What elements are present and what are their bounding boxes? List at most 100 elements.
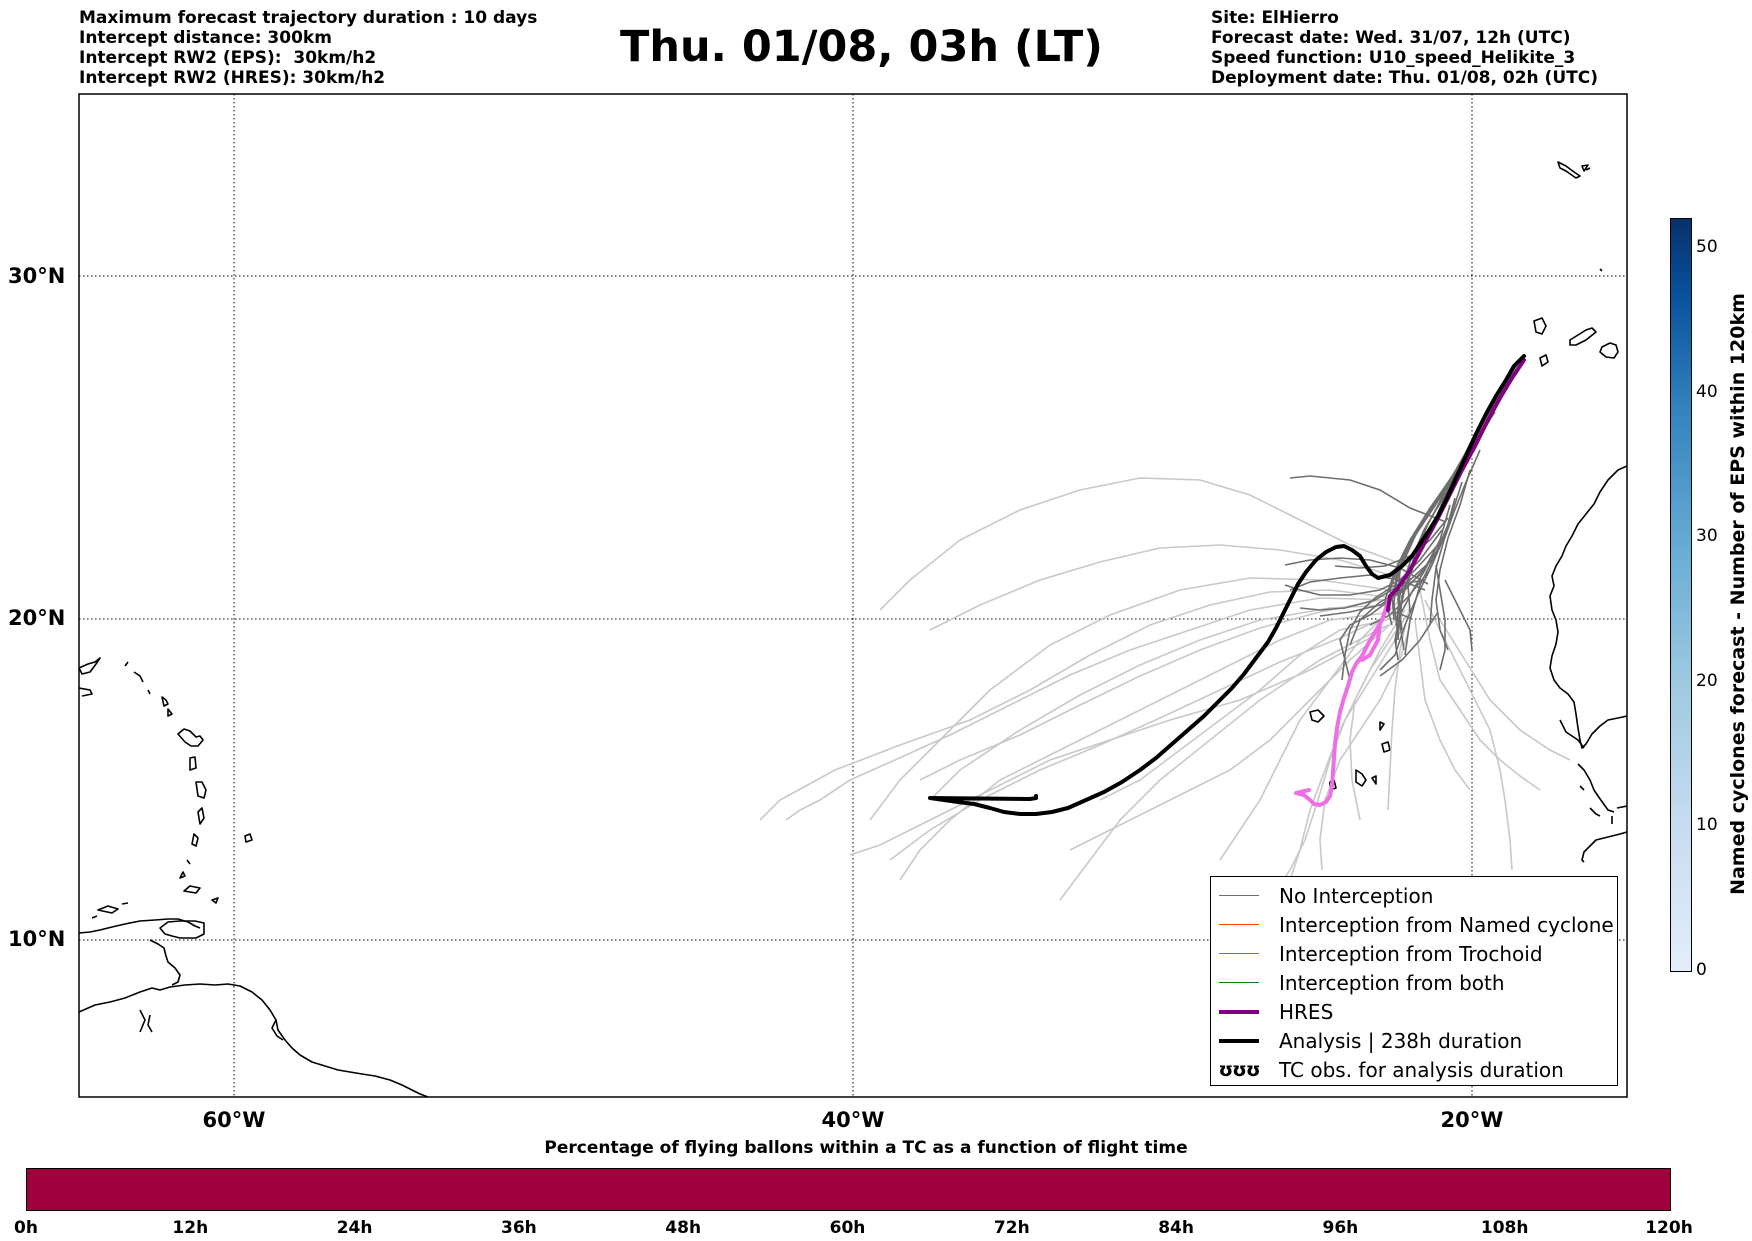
header-left-line: Maximum forecast trajectory duration : 1… (79, 8, 538, 28)
coastlines (79, 161, 1627, 1097)
legend-label: Analysis | 238h duration (1279, 1028, 1523, 1053)
coast-africa-guinea (1577, 763, 1615, 817)
eps-track-no-interception (1444, 579, 1473, 651)
eps-track (1099, 617, 1396, 801)
legend-item: ʊʊʊ TC obs. for analysis duration (1211, 1055, 1617, 1084)
eps-track (899, 611, 1393, 881)
eps-track (785, 597, 1393, 821)
colorbar-bottom-tick: 0h (14, 1218, 38, 1238)
colorbar-bottom-tick: 84h (1158, 1218, 1194, 1238)
coast-cape-verde-1 (1309, 709, 1325, 723)
eps-track-no-interception (1299, 544, 1439, 611)
coast-south-america (79, 983, 429, 1097)
graticule (79, 94, 1627, 1097)
eps-track (1069, 619, 1396, 851)
legend-line-swatch (1219, 1009, 1259, 1014)
coast-tobago (211, 897, 219, 904)
coast-st-vincent (191, 833, 199, 847)
eps-track-no-interception (1429, 449, 1481, 626)
eps-track-no-interception (1289, 475, 1447, 523)
legend-swatch (1217, 894, 1261, 897)
coast-virgin (124, 661, 151, 695)
eps-track (889, 611, 1397, 861)
colorbar-bottom-tick: 24h (336, 1218, 373, 1238)
eps-track (919, 599, 1381, 781)
coast-trinidad (159, 920, 205, 939)
coast-antilles-a (161, 696, 173, 717)
tc-symbol-glyph: ʊʊʊ (1218, 1058, 1260, 1081)
header-left-line: Intercept distance: 300km (79, 28, 332, 48)
legend-item: HRES (1211, 997, 1617, 1026)
coast-graciosa (1599, 268, 1603, 272)
coast-caribbean-1 (79, 657, 101, 675)
coast-africa (1549, 465, 1627, 749)
legend-item: No Interception (1211, 881, 1617, 910)
header-right-info: Site: ElHierro Forecast date: Wed. 31/07,… (1211, 8, 1598, 88)
eps-trajectories-light (759, 477, 1571, 901)
eps-track (1289, 609, 1406, 881)
coast-la-palma (1539, 354, 1549, 367)
legend-line-swatch (1219, 952, 1259, 955)
legend-label: Interception from both (1279, 970, 1505, 995)
coast-africa-senegal (1559, 719, 1585, 749)
legend-label: TC obs. for analysis duration (1279, 1057, 1564, 1082)
colorbar-bottom-tick: 96h (1322, 1218, 1359, 1238)
colorbar-right-tick: 40 (1696, 381, 1718, 402)
lon-label: 40°W (821, 1108, 885, 1132)
lat-label: 20°N (8, 606, 66, 630)
eps-track (1424, 599, 1513, 871)
legend-line-swatch (1219, 923, 1259, 926)
analysis-track (928, 354, 1526, 816)
legend-label: Interception from Trochoid (1279, 941, 1543, 966)
colorbar-named-cyclones (1670, 218, 1692, 972)
legend-item: Analysis | 238h duration (1211, 1026, 1617, 1055)
header-right-line: Forecast date: Wed. 31/07, 12h (UTC) (1211, 28, 1571, 48)
legend-label: Interception from Named cyclone (1279, 912, 1614, 937)
legend-line-swatch (1219, 894, 1259, 897)
coast-curacao (91, 902, 129, 919)
coast-lanzarote-b (1581, 164, 1591, 172)
map-legend: No Interception Interception from Named c… (1210, 876, 1618, 1086)
eps-track-no-interception (1284, 529, 1443, 596)
map-frame (78, 93, 1628, 1098)
eps-track (1419, 589, 1541, 791)
legend-swatch (1217, 952, 1261, 955)
eps-track-no-interception (1404, 481, 1463, 656)
eps-track (1059, 624, 1389, 901)
eps-track-no-interception (1284, 557, 1429, 585)
lon-label: 60°W (202, 1108, 266, 1132)
coast-cape-verde-3 (1381, 741, 1391, 753)
colorbar-bottom-tick: 120h (1645, 1218, 1693, 1238)
coast-martinique (195, 781, 207, 799)
legend-label: No Interception (1279, 883, 1434, 908)
coast-margarita (183, 885, 201, 894)
eps-track-no-interception (1435, 469, 1471, 651)
eps-track (1439, 619, 1571, 761)
coast-lanzarote (1557, 161, 1581, 179)
header-right-line: Site: ElHierro (1211, 8, 1339, 28)
eps-track (869, 577, 1391, 821)
coast-cape-verde-6 (1371, 775, 1377, 785)
coast-guadeloupe (177, 728, 204, 747)
eps-track-no-interception (1341, 579, 1426, 681)
coast-paria (79, 918, 201, 934)
lat-label: 10°N (8, 927, 66, 951)
colorbar-bottom-tick: 72h (993, 1218, 1030, 1238)
legend-item: Interception from Trochoid (1211, 939, 1617, 968)
coast-tenerife (1599, 342, 1619, 359)
eps-track-no-interception (1394, 569, 1431, 661)
coast-africa-south (1581, 805, 1627, 863)
lat-label: 30°N (8, 264, 66, 288)
eps-track (929, 604, 1389, 801)
colorbar-bottom-title: Percentage of flying ballons within a TC… (544, 1138, 1188, 1158)
colorbar-bottom-tick: 48h (665, 1218, 702, 1238)
coast-caribbean-2 (79, 687, 93, 697)
header-right-line: Deployment date: Thu. 01/08, 02h (UTC) (1211, 68, 1598, 88)
coast-guyana (139, 1009, 284, 1041)
eps-track-no-interception (1369, 504, 1451, 626)
eps-track (879, 477, 1411, 611)
eps-track (1414, 619, 1471, 791)
lon-label: 20°W (1440, 1108, 1504, 1132)
legend-swatch (1217, 981, 1261, 984)
colorbar-right-tick: 50 (1696, 236, 1718, 257)
